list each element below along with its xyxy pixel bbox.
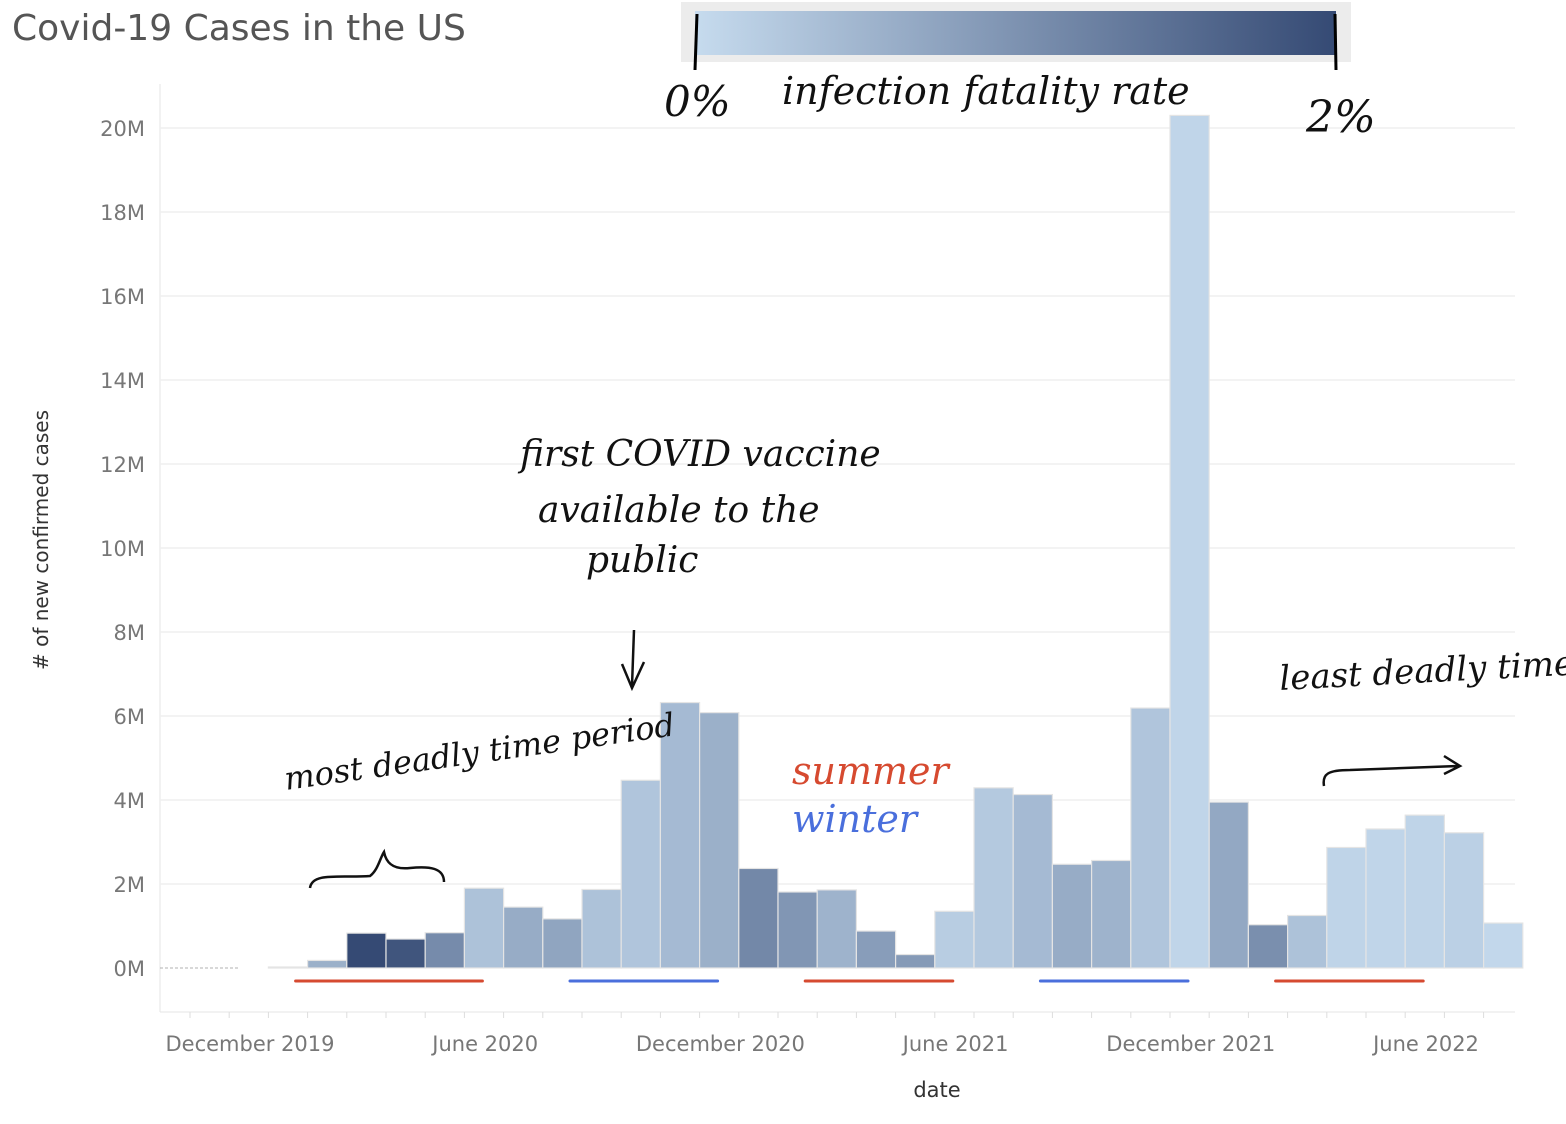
bar (346, 932, 387, 969)
gridlines (160, 127, 1515, 885)
bar (1012, 793, 1054, 969)
bar (424, 932, 466, 969)
y-tick-label: 2M (114, 873, 145, 897)
y-tick-label: 0M (114, 957, 145, 981)
bar (385, 938, 426, 969)
legend-gradient-bar (695, 11, 1336, 55)
bar (855, 930, 897, 969)
bar (934, 910, 975, 969)
bar (1051, 863, 1093, 969)
season-key: summer winter (792, 749, 952, 841)
bar (1482, 922, 1524, 969)
brace-icon (308, 848, 446, 889)
bar (659, 701, 701, 969)
annotation-least-deadly-text: least deadly time period (1278, 637, 1566, 699)
vaccine-line-1: first COVID vaccine (517, 434, 881, 475)
bar (581, 888, 622, 969)
x-tick-labels: December 2019 June 2020 December 2020 June … (165, 1012, 1485, 1056)
bar (503, 906, 544, 969)
bar (1286, 914, 1328, 969)
season-key-summer: summer (792, 749, 952, 793)
legend-min-tick (693, 13, 699, 71)
bar (1208, 801, 1249, 969)
y-tick-labels: 0M 2M 4M 6M 8M 10M 12M 14M 16M 18M 20M (100, 117, 145, 981)
y-tick-label: 18M (100, 201, 145, 225)
chart-title: Covid-19 Cases in the US (12, 8, 466, 49)
bar (307, 959, 348, 969)
y-tick-label: 10M (100, 537, 145, 561)
bar (267, 966, 309, 969)
color-legend: 0% infection fatality rate 2% (664, 2, 1376, 143)
bar (1130, 707, 1171, 969)
y-tick-label: 4M (114, 789, 145, 813)
bar (777, 891, 818, 969)
x-axis-label: date (913, 1078, 960, 1102)
down-arrow-icon (620, 629, 646, 692)
legend-min-label: 0% (664, 77, 731, 126)
bar (698, 712, 740, 969)
season-key-winter: winter (792, 797, 920, 841)
y-tick-label: 12M (100, 453, 145, 477)
y-tick-label: 16M (100, 285, 145, 309)
legend-title: infection fatality rate (782, 69, 1190, 113)
bar (1365, 828, 1406, 969)
y-axis-label: # of new confirmed cases (29, 410, 53, 670)
x-tick-label: June 2022 (1371, 1032, 1479, 1056)
annotation-most-deadly: most deadly time period (282, 705, 677, 889)
bar (620, 779, 662, 969)
annotation-most-deadly-line: most deadly time period (282, 705, 677, 797)
legend-max-tick (1333, 13, 1338, 71)
x-tick-label: June 2020 (430, 1032, 538, 1056)
y-tick-label: 20M (100, 117, 145, 141)
vaccine-line-2: available to the (538, 490, 820, 531)
bar (738, 867, 779, 969)
legend-max-label: 2% (1305, 92, 1376, 143)
x-tick-label: December 2019 (165, 1032, 334, 1056)
y-tick-label: 8M (114, 621, 145, 645)
annotation-most-deadly-text: most deadly time period (282, 705, 677, 797)
right-arrow-icon (1322, 754, 1463, 787)
annotation-vaccine: first COVID vaccine available to the pub… (517, 434, 881, 692)
bar (1326, 846, 1367, 969)
bar (1090, 859, 1132, 969)
x-tick-label: June 2021 (901, 1032, 1009, 1056)
bar (1247, 924, 1289, 969)
bar (973, 787, 1014, 969)
bars (267, 114, 1524, 969)
bar (894, 953, 936, 969)
bar (816, 889, 858, 969)
bar (463, 887, 505, 969)
annotation-least-deadly: least deadly time period (1278, 637, 1566, 787)
bar (542, 918, 583, 969)
bar (1169, 114, 1210, 969)
vaccine-line-3: public (586, 540, 698, 581)
bar (1404, 814, 1445, 969)
y-tick-label: 6M (114, 705, 145, 729)
bar (1443, 832, 1485, 969)
x-tick-label: December 2021 (1106, 1032, 1275, 1056)
y-tick-label: 14M (100, 369, 145, 393)
annotation-least-deadly-line: least deadly time period (1278, 637, 1566, 699)
x-tick-label: December 2020 (636, 1032, 805, 1056)
